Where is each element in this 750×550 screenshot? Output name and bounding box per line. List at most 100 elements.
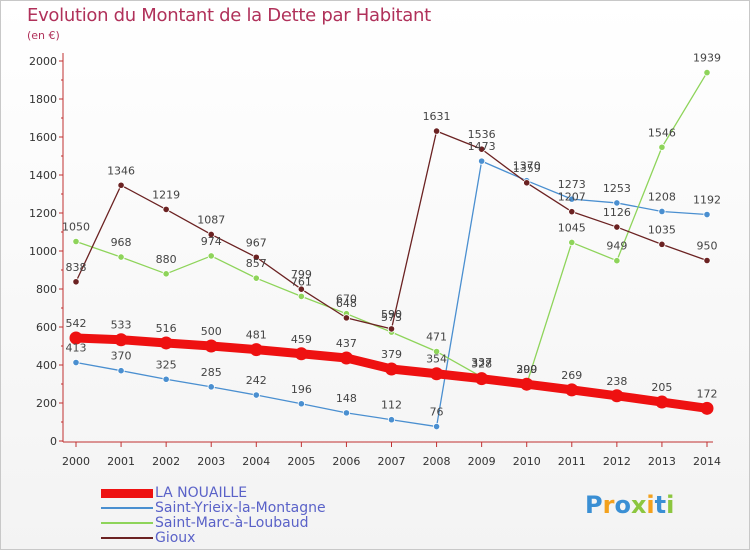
x-tick-label: 2010 bbox=[513, 455, 541, 468]
data-point bbox=[249, 343, 263, 357]
data-label: 648 bbox=[336, 297, 357, 310]
data-label: 670 bbox=[336, 293, 357, 306]
data-label: 1536 bbox=[468, 128, 496, 141]
data-point bbox=[117, 367, 125, 375]
data-label: 880 bbox=[156, 253, 177, 266]
data-label: 968 bbox=[111, 236, 132, 249]
x-tick-label: 2009 bbox=[468, 455, 496, 468]
data-label: 573 bbox=[381, 311, 402, 324]
x-tick-label: 2013 bbox=[648, 455, 676, 468]
data-point bbox=[162, 375, 170, 383]
x-tick-label: 2005 bbox=[287, 455, 315, 468]
legend-label: Gioux bbox=[155, 530, 196, 546]
data-point bbox=[568, 238, 576, 247]
data-label: 242 bbox=[246, 374, 267, 387]
data-point bbox=[69, 331, 83, 345]
data-point bbox=[523, 179, 531, 187]
data-label: 1192 bbox=[693, 194, 721, 207]
proxiti-logo: Proxiti bbox=[585, 491, 674, 519]
legend-swatch bbox=[101, 489, 153, 498]
data-point bbox=[658, 240, 666, 248]
data-label: 967 bbox=[246, 236, 267, 249]
data-point bbox=[162, 270, 170, 278]
data-label: 300 bbox=[516, 363, 537, 376]
data-point bbox=[114, 333, 128, 347]
legend-swatch bbox=[101, 537, 153, 539]
data-point bbox=[387, 325, 396, 333]
logo-letter: P bbox=[585, 491, 603, 519]
data-point bbox=[387, 416, 396, 424]
x-tick-label: 2003 bbox=[197, 455, 225, 468]
data-label: 269 bbox=[561, 369, 582, 382]
data-label: 285 bbox=[201, 366, 222, 379]
data-point bbox=[342, 409, 351, 417]
data-point bbox=[385, 362, 398, 376]
data-point bbox=[655, 395, 669, 409]
series-line bbox=[75, 130, 708, 330]
data-label: 196 bbox=[291, 383, 312, 396]
logo-letter: i bbox=[666, 491, 675, 519]
logo-letter: x bbox=[630, 491, 647, 519]
chart-subtitle: (en €) bbox=[27, 29, 60, 42]
data-point bbox=[430, 367, 444, 381]
data-point bbox=[207, 252, 215, 260]
data-point bbox=[610, 389, 624, 403]
logo-letter: o bbox=[614, 491, 631, 519]
y-tick-label: 1200 bbox=[29, 207, 57, 220]
y-tick-label: 800 bbox=[36, 283, 57, 296]
data-label: 172 bbox=[697, 387, 718, 400]
data-point bbox=[207, 383, 215, 391]
data-point bbox=[658, 207, 666, 216]
logo-letter: r bbox=[602, 491, 615, 519]
data-label: 481 bbox=[246, 329, 267, 342]
data-label: 799 bbox=[291, 268, 312, 281]
data-label: 238 bbox=[606, 375, 627, 388]
data-label: 1631 bbox=[423, 110, 451, 123]
data-point bbox=[159, 336, 173, 350]
data-label: 299 bbox=[516, 363, 537, 376]
logo-letter: t bbox=[654, 491, 667, 519]
x-tick-label: 2012 bbox=[603, 455, 631, 468]
data-label: 325 bbox=[156, 358, 177, 371]
data-label: 1939 bbox=[693, 52, 721, 65]
x-tick-label: 2000 bbox=[62, 455, 90, 468]
data-label: 205 bbox=[651, 381, 672, 394]
data-label: 1087 bbox=[197, 213, 225, 226]
data-point bbox=[294, 347, 308, 361]
x-tick-label: 2002 bbox=[152, 455, 180, 468]
data-point bbox=[432, 422, 441, 431]
data-label: 974 bbox=[201, 235, 222, 248]
data-label: 1346 bbox=[107, 164, 135, 177]
y-tick-label: 1800 bbox=[29, 93, 57, 106]
x-tick-label: 2014 bbox=[693, 455, 721, 468]
data-point bbox=[613, 257, 621, 265]
data-point bbox=[162, 205, 170, 213]
data-label: 148 bbox=[336, 392, 357, 405]
logo-letter: i bbox=[646, 491, 655, 519]
x-tick-label: 2007 bbox=[378, 455, 406, 468]
data-label: 1050 bbox=[62, 221, 90, 234]
data-label: 950 bbox=[697, 240, 718, 253]
data-label: 370 bbox=[111, 350, 132, 363]
data-label: 761 bbox=[291, 275, 312, 288]
data-point bbox=[252, 253, 260, 261]
data-label: 337 bbox=[471, 356, 492, 369]
data-point bbox=[520, 377, 534, 391]
data-point bbox=[72, 278, 80, 286]
data-point bbox=[252, 391, 260, 399]
data-label: 1045 bbox=[558, 221, 586, 234]
data-point bbox=[297, 285, 305, 293]
data-label: 328 bbox=[471, 358, 492, 371]
data-label: 1035 bbox=[648, 223, 676, 236]
data-point bbox=[703, 210, 711, 219]
data-label: 516 bbox=[156, 322, 177, 335]
y-tick-label: 400 bbox=[36, 359, 57, 372]
data-point bbox=[658, 143, 666, 151]
data-point bbox=[339, 351, 353, 365]
legend-swatch bbox=[101, 507, 153, 509]
legend-swatch bbox=[101, 522, 153, 524]
x-tick-label: 2006 bbox=[332, 455, 360, 468]
data-label: 459 bbox=[291, 333, 312, 346]
x-tick-label: 2011 bbox=[558, 455, 586, 468]
